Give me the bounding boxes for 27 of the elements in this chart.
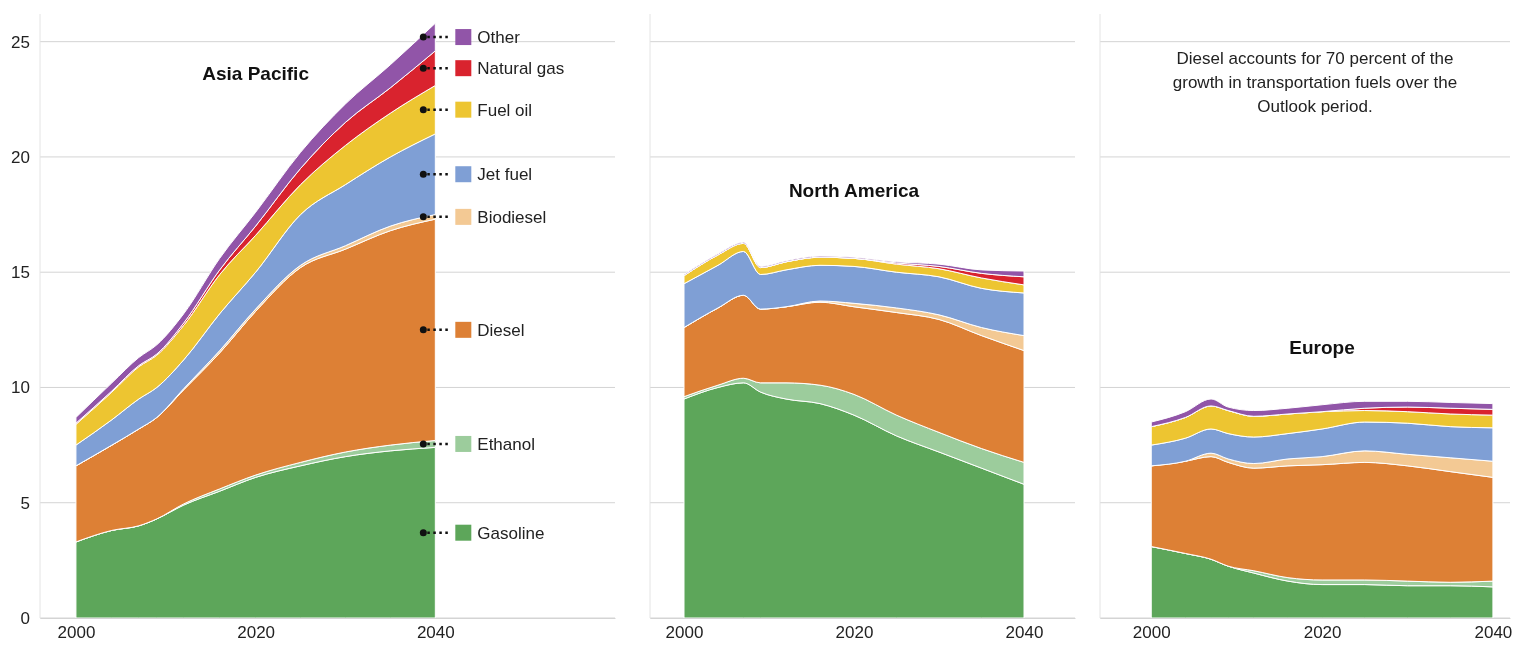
legend-label: Fuel oil — [477, 100, 533, 120]
x-tick-label: 2020 — [1303, 623, 1342, 643]
legend-label: Other — [477, 28, 521, 48]
y-tick-label: 0 — [20, 608, 30, 628]
text: North America — [788, 180, 920, 202]
y-tick-label: 10 — [11, 378, 30, 398]
annotation: Diesel accounts for 70 percent of the growth in transportation fuels over the Outlook period. — [1172, 49, 1458, 116]
y-tick-label: 20 — [11, 147, 30, 167]
text: Asia Pacific — [202, 63, 310, 84]
legend-label: Diesel — [477, 320, 525, 340]
x-tick-label: 2040 — [1005, 623, 1044, 643]
y-tick-label: 15 — [11, 263, 30, 283]
y-tick-label: 5 — [20, 493, 30, 513]
legend-label: Jet fuel — [477, 165, 533, 185]
x-tick-label: 2020 — [835, 623, 874, 643]
legend-label: Biodiesel — [477, 207, 547, 227]
legend-label: Natural gas — [477, 59, 565, 79]
x-tick-label: 2000 — [1132, 623, 1171, 643]
legend-label: Ethanol — [477, 434, 535, 454]
x-tick-label: 2040 — [416, 623, 455, 643]
y-tick-label: 25 — [11, 32, 30, 52]
legend-label: Gasoline — [477, 523, 545, 543]
x-tick-label: 2000 — [665, 623, 704, 643]
x-tick-label: 2020 — [237, 623, 276, 643]
text: Europe — [1289, 336, 1355, 358]
x-tick-label: 2000 — [57, 623, 96, 643]
x-tick-label: 2040 — [1474, 623, 1513, 643]
